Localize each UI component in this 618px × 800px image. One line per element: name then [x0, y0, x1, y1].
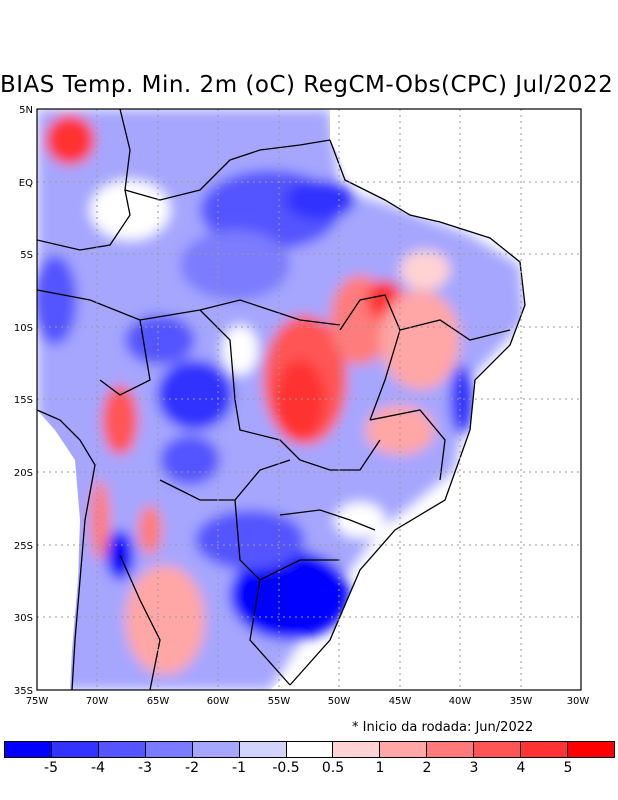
lon-label: 35W	[510, 696, 533, 707]
colorbar-swatch	[5, 742, 52, 757]
lon-label: 70W	[86, 696, 109, 707]
lat-label: 35S	[14, 686, 33, 697]
lat-label: 10S	[14, 323, 33, 334]
lat-label: 15S	[14, 395, 33, 406]
colorbar-label: 3	[469, 760, 479, 776]
lat-label: EQ	[19, 178, 33, 189]
colorbar-swatch	[51, 742, 99, 757]
lon-label: 50W	[328, 696, 351, 707]
plot-frame	[36, 108, 582, 691]
lat-axis: 5N EQ 5S 10S 15S 20S 25S 30S 35S	[14, 105, 33, 697]
lon-label: 60W	[207, 696, 230, 707]
lat-label: 5S	[20, 250, 33, 261]
colorbar-swatch	[333, 742, 381, 757]
lat-label: 30S	[14, 613, 33, 624]
colorbar-swatch	[145, 742, 193, 757]
lon-label: 30W	[567, 696, 590, 707]
colorbar-label: -3	[138, 760, 152, 776]
colorbar-label: -1	[232, 760, 246, 776]
lon-label: 75W	[26, 696, 49, 707]
lat-label: 20S	[14, 468, 33, 479]
colorbar-swatch	[98, 742, 146, 757]
colorbar-swatch	[427, 742, 475, 757]
lon-label: 65W	[147, 696, 170, 707]
colorbar-swatch	[474, 742, 522, 757]
colorbar-label: -4	[91, 760, 105, 776]
colorbar-swatch	[192, 742, 240, 757]
colorbar-label: 1	[375, 760, 385, 776]
colorbar-label: -2	[185, 760, 199, 776]
lon-label: 55W	[268, 696, 291, 707]
colorbar-label: 2	[422, 760, 432, 776]
colorbar-label: 0.5	[321, 760, 345, 776]
colorbar-swatch	[286, 742, 334, 757]
map-title: BIAS Temp. Min. 2m (oC) RegCM-Obs(CPC) J…	[0, 72, 614, 98]
colorbar-label: 4	[516, 760, 526, 776]
lat-label: 25S	[14, 541, 33, 552]
lon-label: 45W	[389, 696, 412, 707]
bias-map: 5N EQ 5S 10S 15S 20S 25S 30S 35S 75W 70W…	[14, 105, 590, 707]
colorbar-label: -0.5	[272, 760, 300, 776]
colorbar	[4, 741, 615, 758]
lon-axis: 75W 70W 65W 60W 55W 50W 45W 40W 35W 30W	[26, 696, 590, 707]
grid-lines	[37, 109, 581, 690]
lon-label: 40W	[449, 696, 472, 707]
colorbar-label: -5	[44, 760, 58, 776]
colorbar-swatch	[521, 742, 569, 757]
colorbar-swatch	[239, 742, 287, 757]
colorbar-swatch	[380, 742, 428, 757]
colorbar-swatch	[568, 742, 614, 757]
run-start-note: * Inicio da rodada: Jun/2022	[352, 720, 534, 735]
colorbar-label: 5	[563, 760, 573, 776]
lat-label: 5N	[19, 105, 33, 116]
